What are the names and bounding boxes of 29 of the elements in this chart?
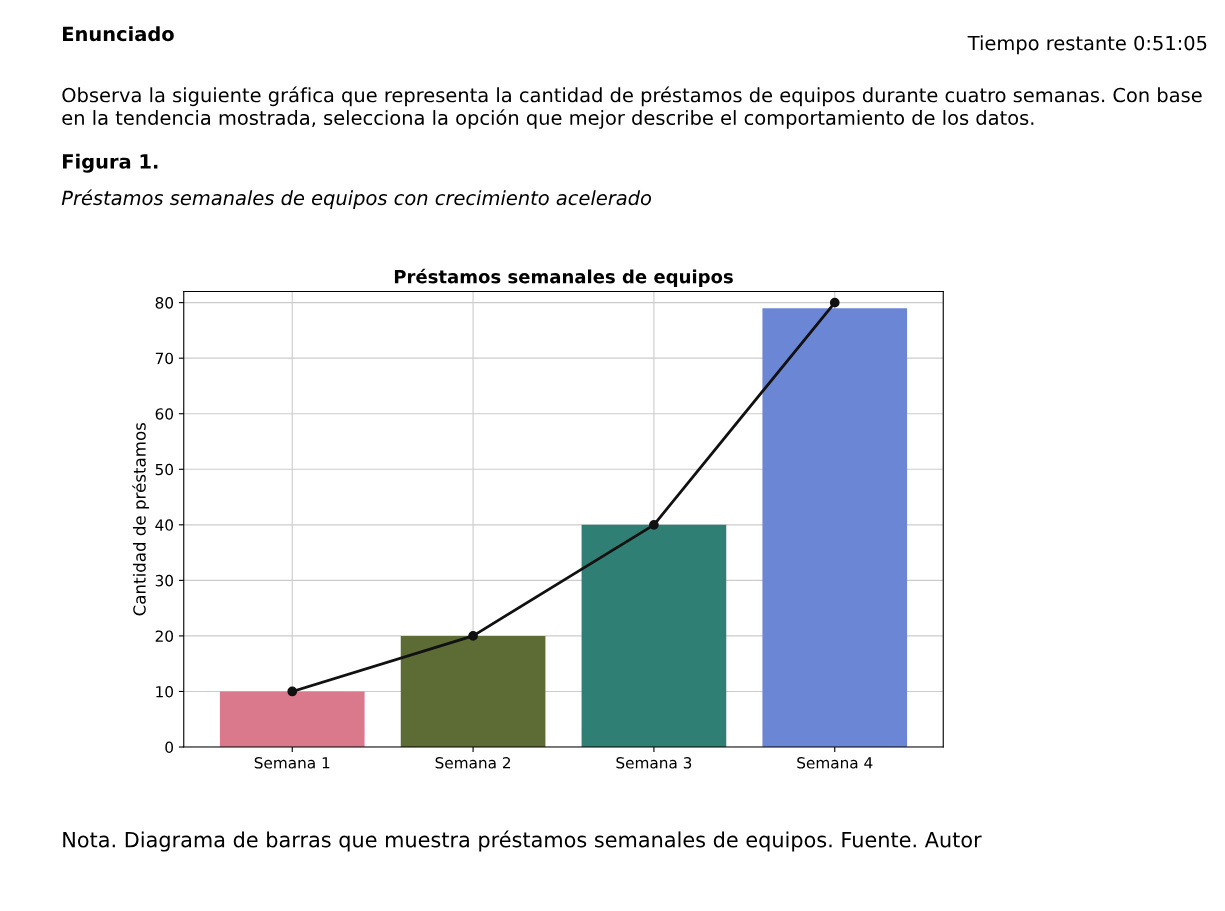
bar	[581, 524, 727, 748]
y-tick-label: 20	[155, 630, 174, 642]
bar	[219, 691, 365, 748]
point	[829, 297, 840, 308]
y-tick-label: 40	[155, 519, 174, 531]
x-tick-label: Semana 3	[616, 757, 692, 769]
y-axis-title: Cantidad de préstamos	[132, 422, 150, 616]
text: Préstamos semanales de equipos con crecimiento acelerado	[61, 189, 652, 210]
x-tick-label: Semana 2	[435, 757, 511, 769]
y-tick-label: 60	[155, 408, 174, 420]
y-tick-label: 30	[155, 574, 174, 587]
text: Figura 1.	[63, 153, 158, 173]
point	[468, 631, 478, 641]
x-tick-label: Semana 1	[254, 757, 330, 769]
point	[649, 519, 659, 530]
text: Observa la siguiente gráfica que representa la cantidad de préstamos de equipos durante cuatro semanas. Con base en la tendencia mostrada, selecciona la opción que mejor describe el comportamiento de los datos.	[62, 86, 1202, 129]
text: Nota. Diagrama de barras que muestra préstamos semanales de equipos. Fuente. Autor	[63, 830, 982, 852]
y-tick-label: 50	[155, 463, 174, 476]
y-tick-label: 0	[165, 741, 174, 754]
chart-title: Préstamos semanales de equipos	[394, 268, 733, 287]
y-tick-label: 70	[155, 352, 174, 365]
bar	[762, 308, 908, 748]
x-tick-label: Semana 4	[797, 757, 873, 769]
y-tick-label: 10	[156, 685, 174, 698]
text: Tiempo restante 0:51:05	[967, 35, 1207, 55]
y-tick-label: 80	[155, 297, 174, 309]
bar	[400, 635, 546, 748]
text: Enunciado	[63, 26, 174, 42]
point	[287, 686, 298, 697]
